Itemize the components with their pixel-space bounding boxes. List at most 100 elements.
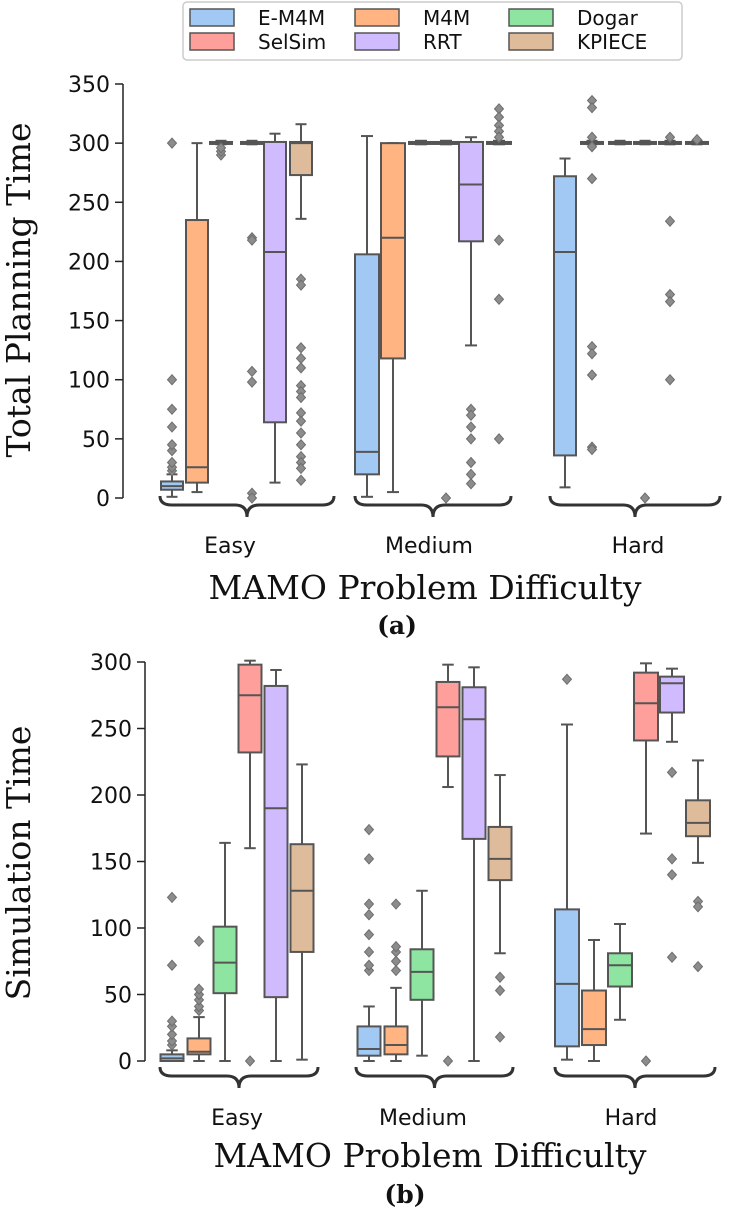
panel-b-medium-m4m-iqr <box>383 1025 409 1056</box>
panel-a-easy-kpiece-outlier-3 <box>295 352 307 365</box>
panel-b-medium-selsim-outlier-0 <box>442 1055 454 1067</box>
panel-b-medium-m4m-outlier-4 <box>390 898 402 910</box>
panel-b-easy-e-m4m-outlier-6 <box>166 891 178 904</box>
panel-b-y-tick-label-0: 0 <box>118 1050 132 1075</box>
panel-a-medium-dogar-outlier-0 <box>440 492 452 504</box>
panel-b-medium-dogar-iqr <box>409 948 435 1001</box>
panel-a-easy-e-m4m-outlier-4 <box>166 439 178 451</box>
panel-a-hard-rrt-outlier-1 <box>664 215 676 227</box>
panel-a-hard-rrt-outlier-0 <box>664 131 676 143</box>
panel-b-y-label: Simulation Time <box>0 726 38 1001</box>
panel-a-easy-e-m4m-outlier-5 <box>166 421 178 433</box>
panel-b-easy-e-m4m-box <box>159 891 185 1062</box>
panel-a-easy-m4m-iqr <box>185 219 209 484</box>
panel-a-medium-rrt-outlier-2 <box>465 421 477 433</box>
panel-b-medium-kpiece-outlier-1 <box>494 984 506 997</box>
panel-a-medium-kpiece-outlier-6 <box>493 293 505 306</box>
panel-a-medium-m4m-box <box>380 142 406 494</box>
panel-b-boxes <box>159 659 711 1067</box>
panel-b-easy-m4m-outlier-1 <box>193 1000 205 1013</box>
panel-a-braces <box>158 495 722 518</box>
legend-label-e-m4m: E-M4M <box>258 6 325 30</box>
panel-b-y-tick-label-300: 300 <box>90 651 132 676</box>
legend-label-dogar: Dogar <box>577 6 639 30</box>
panel-a-hard-selsim-outlier-6 <box>586 347 598 360</box>
panel-a-brace-hard <box>548 495 722 518</box>
panel-a-y-tick-label-50: 50 <box>82 428 110 453</box>
panel-a-caption: (a) <box>377 611 417 640</box>
panel-a-medium-rrt-outlier-4 <box>465 456 477 469</box>
panel-a-easy-dogar-box <box>240 139 264 504</box>
panel-a-category-medium: Medium <box>385 534 473 559</box>
legend-item-dogar: Dogar <box>508 6 639 30</box>
panel-a-hard-e-m4m-box <box>553 157 577 489</box>
panel-b-easy-kpiece-iqr <box>289 843 315 953</box>
panel-b-hard-kpiece-iqr <box>685 799 711 838</box>
panel-a-easy-e-m4m-outlier-3 <box>166 444 178 457</box>
panel-a-easy-e-m4m-outlier-7 <box>166 373 178 386</box>
panel-a-medium-m4m-iqr <box>380 142 406 360</box>
panel-b-hard-dogar-iqr <box>607 952 633 988</box>
panel-b-medium-e-m4m-outlier-5 <box>363 898 375 910</box>
panel-b-brace-easy <box>158 1066 320 1089</box>
panel-b-medium-rrt-box <box>461 666 487 1062</box>
panel-b-medium-rrt-iqr <box>461 686 487 840</box>
panel-a-hard-rrt-box <box>658 131 682 386</box>
panel-a-easy-e-m4m-box <box>160 137 184 498</box>
panel-a-easy-m4m-box <box>185 142 209 494</box>
legend-swatch-m4m <box>354 8 400 27</box>
panel-a-hard-selsim-outlier-9 <box>586 443 598 456</box>
panel-a: 0 50 100 150 200 250 300 350 Easy Medium Hard M… <box>0 73 722 640</box>
panel-a-y-tick-label-0: 0 <box>96 487 110 512</box>
panel-a-easy-kpiece-iqr <box>289 140 313 177</box>
panel-a-easy-dogar-outlier-5 <box>246 492 258 504</box>
legend-frame <box>182 1 683 61</box>
panel-a-medium-rrt-outlier-3 <box>465 433 477 445</box>
panel-a-hard-dogar-box <box>633 139 657 504</box>
panel-a-medium-dogar-box <box>433 139 459 504</box>
panel-a-y-label: Total Planning Time <box>0 122 38 457</box>
panel-a-y-tick-label-350: 350 <box>68 73 110 98</box>
panel-b-medium-e-m4m-outlier-1 <box>363 959 375 971</box>
panel-a-hard-selsim-outlier-3 <box>586 140 598 153</box>
panel-a-hard-rrt-outlier-3 <box>664 295 676 308</box>
panel-b-medium-kpiece-iqr <box>487 825 513 882</box>
panel-a-easy-dogar-outlier-2 <box>246 365 258 378</box>
panel-a-hard-selsim-outlier-4 <box>586 172 598 185</box>
panel-b-hard-selsim-box <box>633 662 659 1067</box>
panel-b-medium-selsim-box <box>435 663 461 1067</box>
panel-b-medium-e-m4m-outlier-2 <box>363 946 375 958</box>
panel-b-medium-e-m4m-outlier-6 <box>363 853 375 865</box>
panel-a-easy-rrt-box <box>263 132 287 484</box>
panel-b-easy-selsim-box <box>237 659 263 1067</box>
panel-a-medium-rrt-iqr <box>458 140 484 243</box>
panel-a-brace-easy <box>158 495 336 518</box>
panel-a-medium-kpiece-outlier-7 <box>493 433 505 445</box>
panel-b-medium-m4m-outlier-3 <box>390 940 402 953</box>
legend-item-kpiece: KPIECE <box>508 30 647 54</box>
panel-b-hard-kpiece-box <box>685 759 711 973</box>
panel-a-easy-kpiece-outlier-4 <box>295 362 307 374</box>
panel-a-hard-selsim-outlier-1 <box>586 101 598 114</box>
panel-b-hard-e-m4m-iqr <box>554 908 580 1048</box>
panel-a-easy-selsim-outlier-2 <box>215 142 227 154</box>
legend-swatch-rrt <box>354 32 400 51</box>
panel-b-medium-kpiece-box <box>487 774 513 1043</box>
panel-a-easy-kpiece-outlier-1 <box>295 279 307 291</box>
legend-swatch-kpiece <box>508 32 554 51</box>
panel-a-y-tick-label-150: 150 <box>68 310 110 335</box>
panel-a-medium-e-m4m-box <box>354 135 380 498</box>
legend-label-m4m: M4M <box>423 6 470 30</box>
panel-b-easy-dogar-iqr <box>212 925 238 995</box>
panel-b-medium-dogar-box <box>409 889 435 1057</box>
panel-b-hard-kpiece-outlier-1 <box>692 900 704 913</box>
panel-a-easy-kpiece-outlier-10 <box>295 427 307 439</box>
panel-b-hard-e-m4m-outlier-0 <box>561 673 573 686</box>
legend-label-rrt: RRT <box>423 30 462 54</box>
panel-b-hard-rrt-outlier-0 <box>666 766 678 779</box>
panel-a-x-label: MAMO Problem Difficulty <box>209 568 642 607</box>
panel-a-boxes <box>160 94 709 504</box>
panel-b-medium-e-m4m-iqr <box>356 1025 382 1057</box>
panel-b-y-tick-label-50: 50 <box>104 984 132 1009</box>
legend-item-e-m4m: E-M4M <box>189 6 325 30</box>
